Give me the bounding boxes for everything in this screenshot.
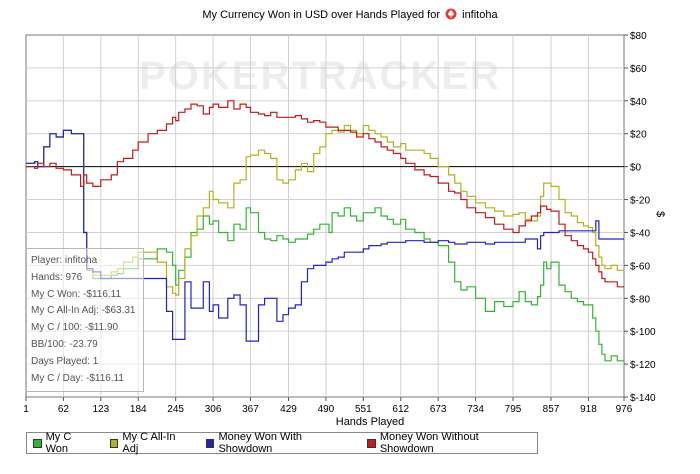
plot-area xyxy=(25,34,625,398)
spade-icon xyxy=(445,8,457,20)
x-tick-label: 857 xyxy=(543,404,560,415)
stat-bb-per-100: BB/100: -23.79 xyxy=(31,338,98,350)
y-axis-label: $ xyxy=(654,210,667,218)
y-tick-label: $-80 xyxy=(630,294,650,305)
x-tick-label: 123 xyxy=(92,404,109,415)
stat-hands: Hands: 976 xyxy=(31,271,83,283)
legend-swatch xyxy=(205,438,215,448)
x-tick-label: 490 xyxy=(318,404,335,415)
legend-item-my-c-won[interactable]: My C Won xyxy=(33,431,94,455)
stat-per-100: My C / 100: -$11.90 xyxy=(31,322,119,334)
y-tick-label: $60 xyxy=(630,64,647,75)
watermark: POKERTRACKER xyxy=(139,54,501,98)
y-tick-label: $20 xyxy=(630,130,647,141)
legend-label: Money Won Without Showdown xyxy=(379,431,479,455)
x-tick-label: 306 xyxy=(205,404,222,415)
x-tick-label: 551 xyxy=(355,404,372,415)
legend-label: My C All-In Adj xyxy=(122,431,176,455)
stat-player: Player: infitoha xyxy=(31,255,98,266)
y-tick-label: $40 xyxy=(630,97,647,108)
legend-item-with-showdown[interactable]: Money Won With Showdown xyxy=(205,431,351,455)
player-name: infitoha xyxy=(462,9,498,21)
x-tick-label: 918 xyxy=(580,404,597,415)
stat-won: My C Won: -$116.11 xyxy=(31,288,122,300)
stat-allin-adj: My C All-In Adj: -$63.31 xyxy=(31,305,136,317)
x-tick-label: 734 xyxy=(467,404,484,415)
legend-swatch xyxy=(109,438,119,448)
stats-panel: Player: infitoha Hands: 976 My C Won: -$… xyxy=(26,248,144,392)
y-tick-label: $-60 xyxy=(630,261,650,272)
title-prefix: My Currency Won in USD over Hands Played… xyxy=(202,9,440,21)
y-tick-label: $80 xyxy=(630,31,647,42)
x-tick-label: 673 xyxy=(430,404,447,415)
x-tick-label: 367 xyxy=(242,404,259,415)
legend-label: Money Won With Showdown xyxy=(218,431,303,455)
legend: My C Won My C All-In Adj Money Won With … xyxy=(26,431,538,455)
y-tick-label: $-20 xyxy=(630,196,650,207)
y-tick-label: $0 xyxy=(630,163,642,174)
x-tick-label: 612 xyxy=(392,404,409,415)
legend-label: My C Won xyxy=(45,431,72,455)
x-tick-label: 795 xyxy=(505,404,522,415)
y-tick-label: $-100 xyxy=(630,327,656,338)
legend-item-without-showdown[interactable]: Money Won Without Showdown xyxy=(367,431,527,455)
stat-per-day: My C / Day: -$116.11 xyxy=(31,372,124,384)
y-tick-label: $-120 xyxy=(630,360,656,371)
x-tick-label: 1 xyxy=(23,404,29,415)
x-tick-label: 976 xyxy=(616,404,633,415)
x-axis: 1 62 123 184 245 306 367 429 490 551 612 673 734 795 8… xyxy=(23,397,633,415)
x-axis-label: Hands Played xyxy=(335,416,405,428)
legend-swatch xyxy=(33,438,42,448)
x-tick-label: 245 xyxy=(167,404,184,415)
x-tick-label: 62 xyxy=(58,404,70,415)
y-axis: $80 $60 $40 $20 $0 $-20 $-40 $-60 $-80 $-100 $-120… xyxy=(624,31,656,404)
x-tick-label: 184 xyxy=(130,404,147,415)
series-line-money-won-without-showdown xyxy=(26,100,624,288)
legend-item-all-in-adj[interactable]: My C All-In Adj xyxy=(109,431,190,455)
y-tick-label: $-40 xyxy=(630,228,650,239)
stat-days-played: Days Played: 1 xyxy=(31,355,99,367)
chart-title: My Currency Won in USD over Hands Played… xyxy=(0,8,700,21)
x-tick-label: 429 xyxy=(280,404,297,415)
y-tick-label: $-140 xyxy=(630,393,656,404)
legend-swatch xyxy=(367,438,376,448)
